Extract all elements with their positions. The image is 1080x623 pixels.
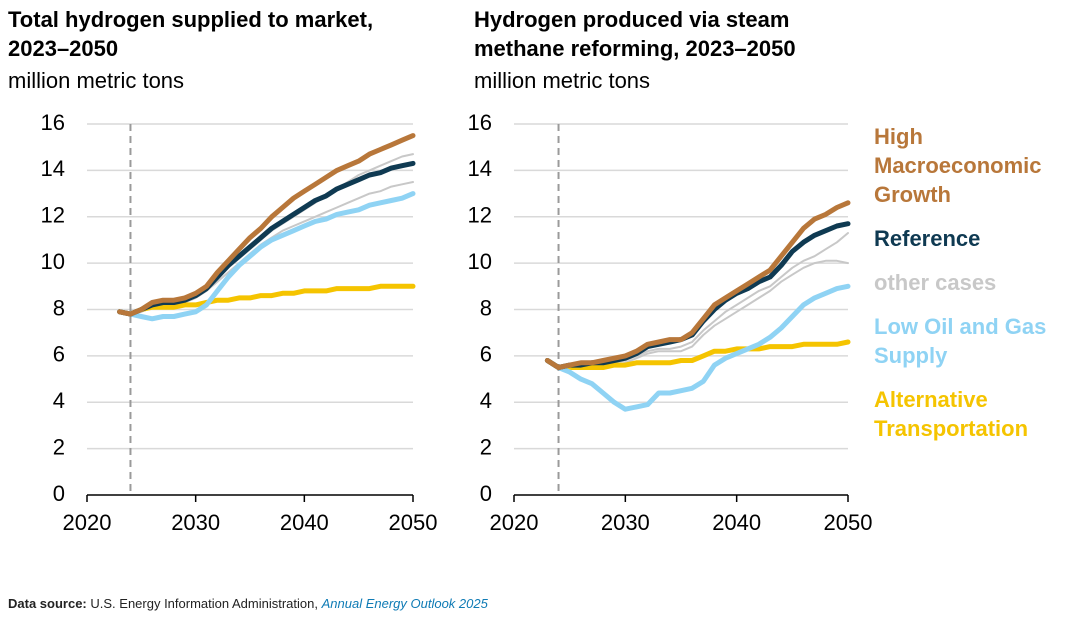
series-line bbox=[544, 283, 851, 412]
source: Data source: U.S. Energy Information Adm… bbox=[8, 596, 488, 611]
source-text: U.S. Energy Information Administration, bbox=[90, 596, 318, 611]
other-case-line bbox=[546, 232, 849, 369]
y-tick-label: 2 bbox=[480, 434, 492, 459]
chart-title: Hydrogen produced via steam methane refo… bbox=[474, 7, 796, 61]
legend-entry: High Macroeconomic Growth bbox=[874, 124, 1042, 207]
y-tick-label: 8 bbox=[480, 295, 492, 320]
legend-entry: Low Oil and Gas Supply bbox=[874, 314, 1047, 368]
chart-subtitle: million metric tons bbox=[8, 68, 185, 93]
series-line bbox=[544, 200, 851, 370]
legend-entry: other cases bbox=[874, 270, 997, 295]
source-label: Data source: bbox=[8, 596, 87, 611]
x-tick-label: 2020 bbox=[490, 510, 539, 535]
x-tick-label: 2030 bbox=[171, 510, 220, 535]
series-line bbox=[117, 160, 416, 317]
x-tick-label: 2030 bbox=[601, 510, 650, 535]
other-case-line bbox=[546, 259, 849, 369]
y-tick-label: 12 bbox=[468, 203, 492, 228]
y-tick-label: 0 bbox=[480, 481, 492, 506]
x-tick-label: 2050 bbox=[389, 510, 438, 535]
chart-subtitle: million metric tons bbox=[474, 68, 651, 93]
y-tick-label: 6 bbox=[480, 342, 492, 367]
y-tick-label: 10 bbox=[41, 249, 65, 274]
series-line bbox=[117, 283, 416, 317]
x-tick-label: 2040 bbox=[280, 510, 329, 535]
y-tick-label: 6 bbox=[53, 342, 65, 367]
y-tick-label: 4 bbox=[53, 388, 65, 413]
y-tick-label: 10 bbox=[468, 249, 492, 274]
y-tick-label: 8 bbox=[53, 295, 65, 320]
y-tick-label: 14 bbox=[468, 156, 492, 181]
y-tick-label: 14 bbox=[41, 156, 65, 181]
chart-title: Total hydrogen supplied to market, 2023–… bbox=[8, 7, 374, 61]
x-tick-label: 2020 bbox=[63, 510, 112, 535]
legend-entry: Reference bbox=[874, 226, 981, 251]
y-tick-label: 2 bbox=[53, 434, 65, 459]
legend-entry: Alternative Transportation bbox=[874, 387, 1029, 441]
series-line bbox=[117, 133, 416, 317]
x-tick-label: 2040 bbox=[712, 510, 761, 535]
y-tick-label: 12 bbox=[41, 203, 65, 228]
y-tick-label: 16 bbox=[41, 110, 65, 135]
series-line bbox=[117, 191, 416, 322]
y-tick-label: 0 bbox=[53, 481, 65, 506]
y-tick-label: 16 bbox=[468, 110, 492, 135]
legend: High Macroeconomic Growth Reference other … bbox=[874, 122, 1079, 443]
source-link[interactable]: Annual Energy Outlook 2025 bbox=[321, 596, 488, 611]
x-tick-label: 2050 bbox=[824, 510, 873, 535]
series-line bbox=[544, 339, 851, 370]
y-tick-label: 4 bbox=[480, 388, 492, 413]
